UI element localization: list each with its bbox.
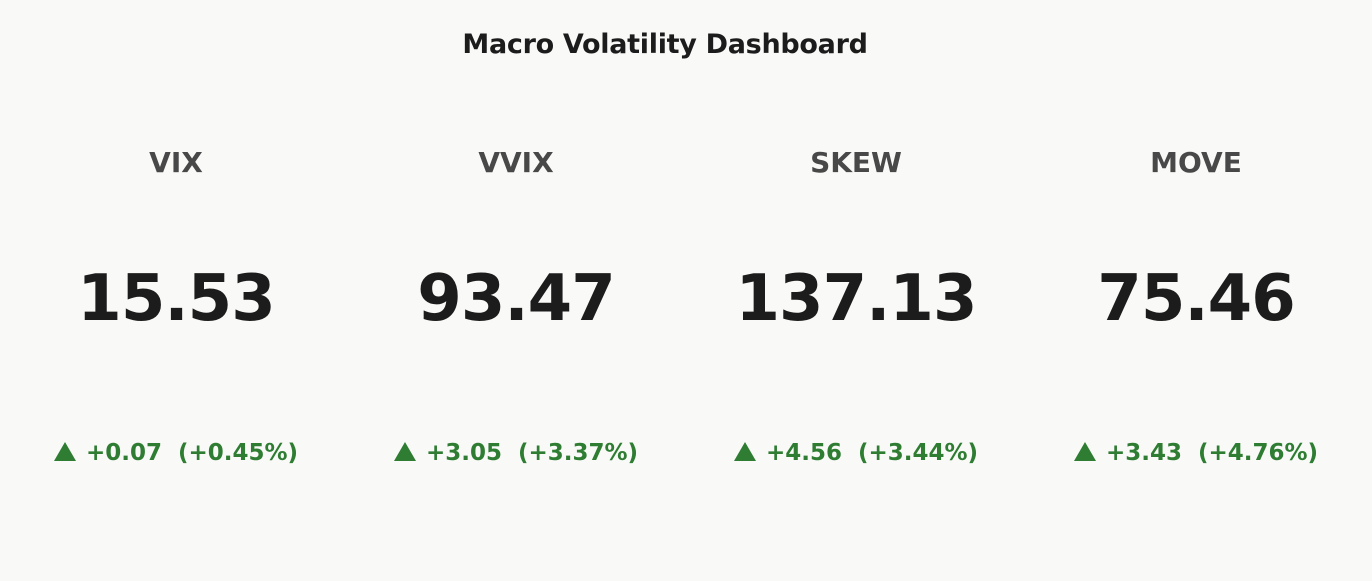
metric-card-vix: VIX 15.53 +0.07 (+0.45%) bbox=[6, 0, 346, 581]
up-arrow-icon bbox=[53, 442, 76, 461]
change-percent: (+3.44%) bbox=[857, 440, 979, 466]
up-arrow-icon bbox=[393, 442, 416, 461]
metric-card-vvix: VVIX 93.47 +3.05 (+3.37%) bbox=[346, 0, 686, 581]
metric-label: MOVE bbox=[1150, 146, 1242, 179]
metric-change: +0.07 (+0.45%) bbox=[6, 440, 346, 466]
metric-value: 93.47 bbox=[417, 262, 615, 336]
metric-change: +3.05 (+3.37%) bbox=[346, 440, 686, 466]
dashboard-title: Macro Volatility Dashboard bbox=[462, 29, 868, 60]
change-percent: (+4.76%) bbox=[1197, 440, 1319, 466]
change-absolute: +3.43 bbox=[1105, 440, 1182, 466]
metric-card-skew: SKEW 137.13 +4.56 (+3.44%) bbox=[686, 0, 1026, 581]
metric-value: 15.53 bbox=[77, 262, 275, 336]
metric-change: +3.43 (+4.76%) bbox=[1026, 440, 1366, 466]
metric-label: VVIX bbox=[478, 146, 554, 179]
up-arrow-icon bbox=[733, 442, 756, 461]
metric-value: 75.46 bbox=[1097, 262, 1295, 336]
change-percent: (+0.45%) bbox=[177, 440, 299, 466]
metric-card-move: MOVE 75.46 +3.43 (+4.76%) bbox=[1026, 0, 1366, 581]
change-absolute: +4.56 bbox=[765, 440, 842, 466]
metric-value: 137.13 bbox=[735, 262, 978, 336]
up-arrow-icon bbox=[1073, 442, 1096, 461]
change-percent: (+3.37%) bbox=[517, 440, 639, 466]
metric-label: SKEW bbox=[810, 146, 902, 179]
metric-change: +4.56 (+3.44%) bbox=[686, 440, 1026, 466]
metric-label: VIX bbox=[149, 146, 203, 179]
change-absolute: +0.07 bbox=[85, 440, 162, 466]
change-absolute: +3.05 bbox=[425, 440, 502, 466]
